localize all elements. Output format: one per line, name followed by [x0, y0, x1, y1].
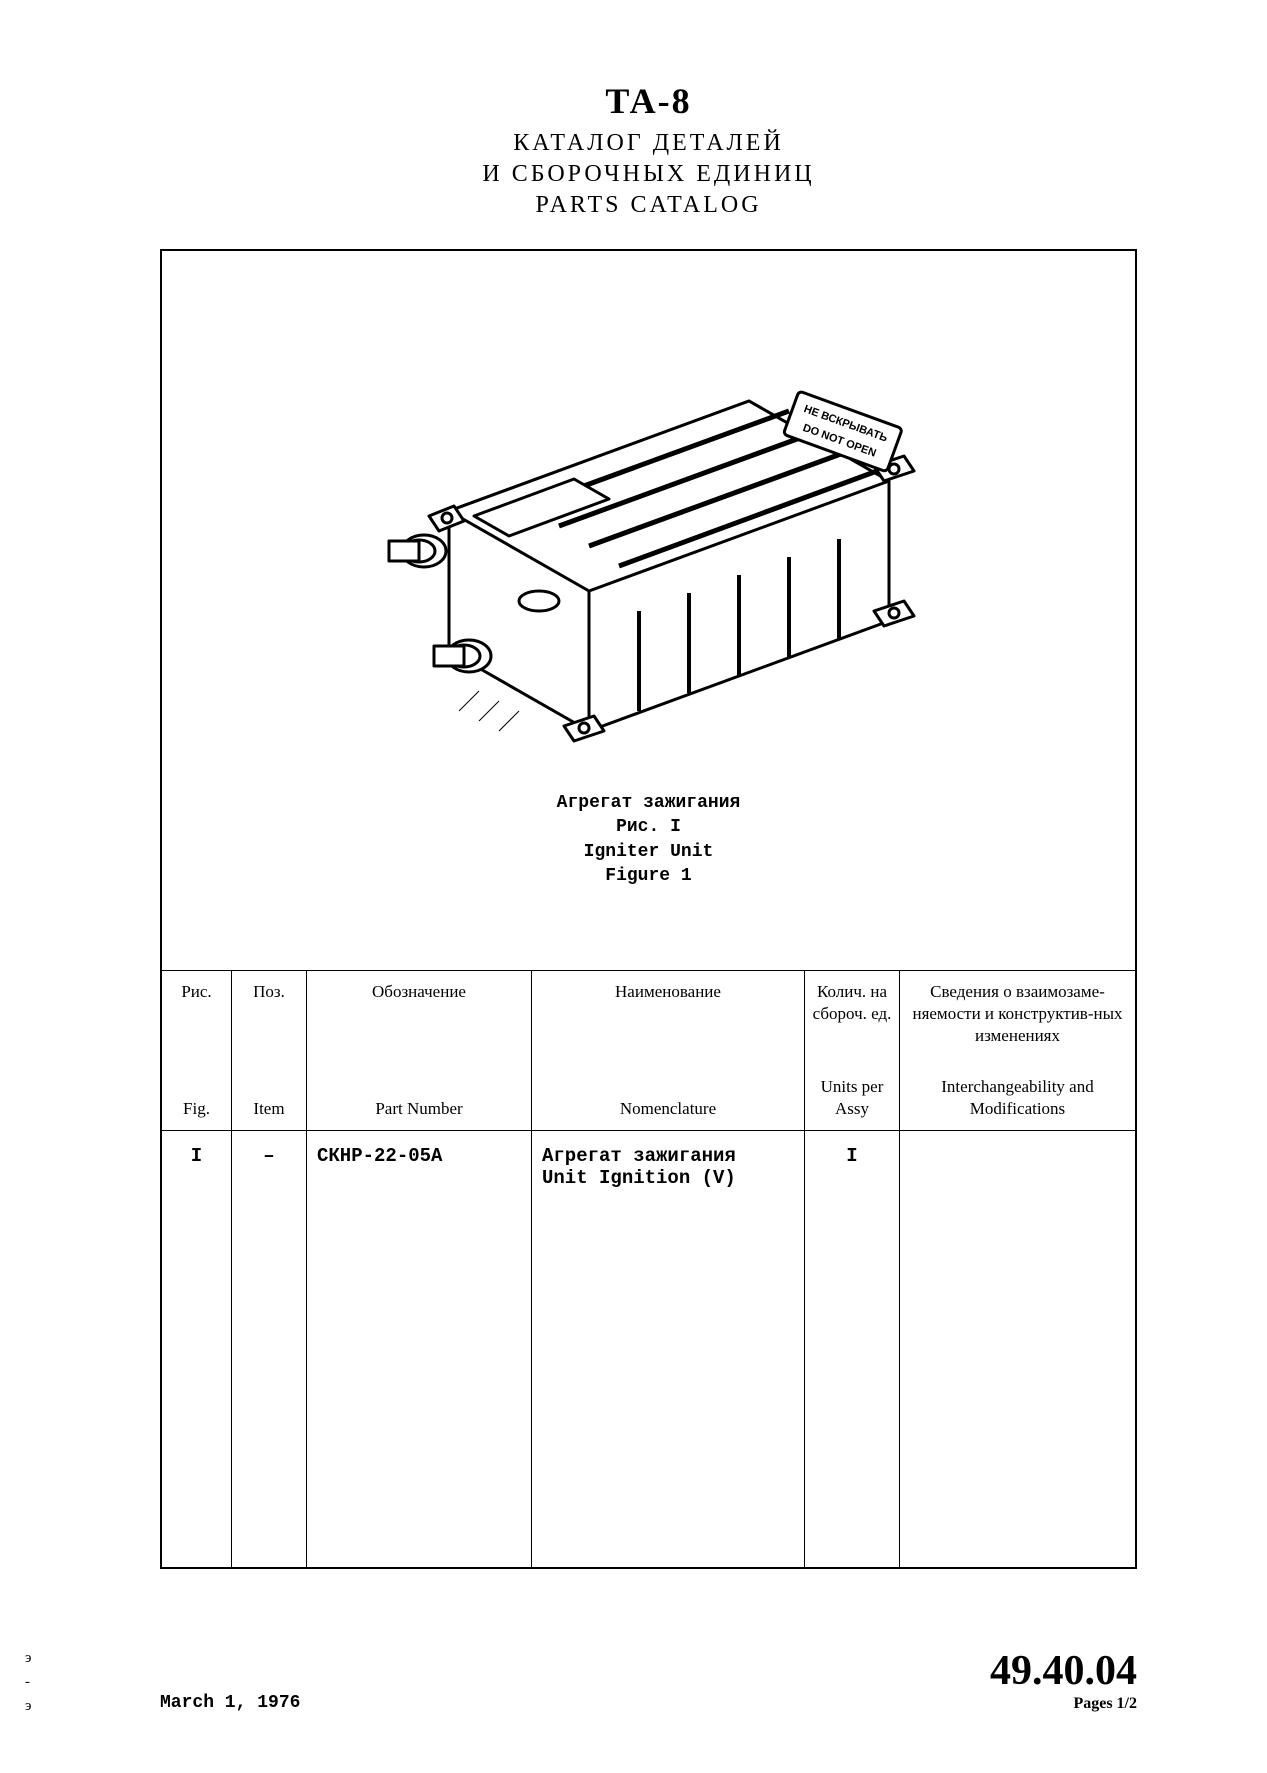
footer-date: March 1, 1976 — [160, 1693, 300, 1713]
content-frame: НЕ ВСКРЫВАТЬ DO NOT OPEN Агрегат зажиган… — [160, 249, 1137, 1569]
figure-caption-en-1: Igniter Unit — [557, 840, 741, 864]
th-fig-en: Fig. — [168, 1098, 225, 1120]
th-nom-en: Nomenclature — [538, 1098, 798, 1120]
mark-3: э — [25, 1694, 31, 1718]
mark-2: - — [25, 1670, 31, 1694]
table-row: I – СКНР-22-05А Агрегат зажигания Unit I… — [162, 1131, 1135, 1567]
main-title: ТА-8 — [160, 80, 1137, 122]
figure-caption: Агрегат зажигания Рис. I Igniter Unit Fi… — [557, 791, 741, 888]
figure-caption-en-2: Figure 1 — [557, 864, 741, 888]
igniter-unit-illustration: НЕ ВСКРЫВАТЬ DO NOT OPEN — [329, 291, 969, 771]
subtitle-en: PARTS CATALOG — [160, 192, 1137, 219]
th-part-en: Part Number — [313, 1098, 525, 1120]
figure-area: НЕ ВСКРЫВАТЬ DO NOT OPEN Агрегат зажиган… — [162, 251, 1135, 971]
th-inter-ru: Сведения о взаимозаме-няемости и констру… — [906, 981, 1129, 1047]
th-item: Поз. Item — [232, 971, 307, 1130]
figure-caption-ru-1: Агрегат зажигания — [557, 791, 741, 815]
th-nomenclature: Наименование Nomenclature — [532, 971, 805, 1130]
td-part-number: СКНР-22-05А — [307, 1131, 532, 1567]
th-interchange: Сведения о взаимозаме-няемости и констру… — [900, 971, 1135, 1130]
th-inter-en: Interchangeability and Modifications — [906, 1076, 1129, 1120]
td-fig: I — [162, 1131, 232, 1567]
th-fig-ru: Рис. — [168, 981, 225, 1003]
th-units-en: Units per Assy — [811, 1076, 893, 1120]
mark-1: э — [25, 1646, 31, 1670]
th-item-ru: Поз. — [238, 981, 300, 1003]
table-header-row: Рис. Fig. Поз. Item Обозначение Part Num… — [162, 971, 1135, 1131]
page-footer: March 1, 1976 49.40.04 Pages 1/2 — [160, 1647, 1137, 1713]
section-number: 49.40.04 — [990, 1647, 1137, 1695]
td-nom-ru: Агрегат зажигания — [542, 1145, 794, 1167]
th-part-ru: Обозначение — [313, 981, 525, 1003]
subtitle-ru-2: И СБОРОЧНЫХ ЕДИНИЦ — [160, 161, 1137, 188]
td-nomenclature: Агрегат зажигания Unit Ignition (V) — [532, 1131, 805, 1567]
page-header: ТА-8 КАТАЛОГ ДЕТАЛЕЙ И СБОРОЧНЫХ ЕДИНИЦ … — [160, 80, 1137, 219]
th-nom-ru: Наименование — [538, 981, 798, 1003]
td-interchange — [900, 1131, 1135, 1567]
th-part: Обозначение Part Number — [307, 971, 532, 1130]
td-units: I — [805, 1131, 900, 1567]
pages-label: Pages 1/2 — [990, 1695, 1137, 1713]
th-fig: Рис. Fig. — [162, 971, 232, 1130]
th-item-en: Item — [238, 1098, 300, 1120]
td-nom-en: Unit Ignition (V) — [542, 1167, 794, 1189]
binding-marks: э - э — [25, 1646, 31, 1718]
th-units: Колич. на сбороч. ед. Units per Assy — [805, 971, 900, 1130]
td-item: – — [232, 1131, 307, 1567]
page: ТА-8 КАТАЛОГ ДЕТАЛЕЙ И СБОРОЧНЫХ ЕДИНИЦ … — [0, 0, 1267, 1773]
th-units-ru: Колич. на сбороч. ед. — [811, 981, 893, 1025]
figure-caption-ru-2: Рис. I — [557, 815, 741, 839]
footer-right: 49.40.04 Pages 1/2 — [990, 1647, 1137, 1713]
subtitle-ru-1: КАТАЛОГ ДЕТАЛЕЙ — [160, 130, 1137, 157]
